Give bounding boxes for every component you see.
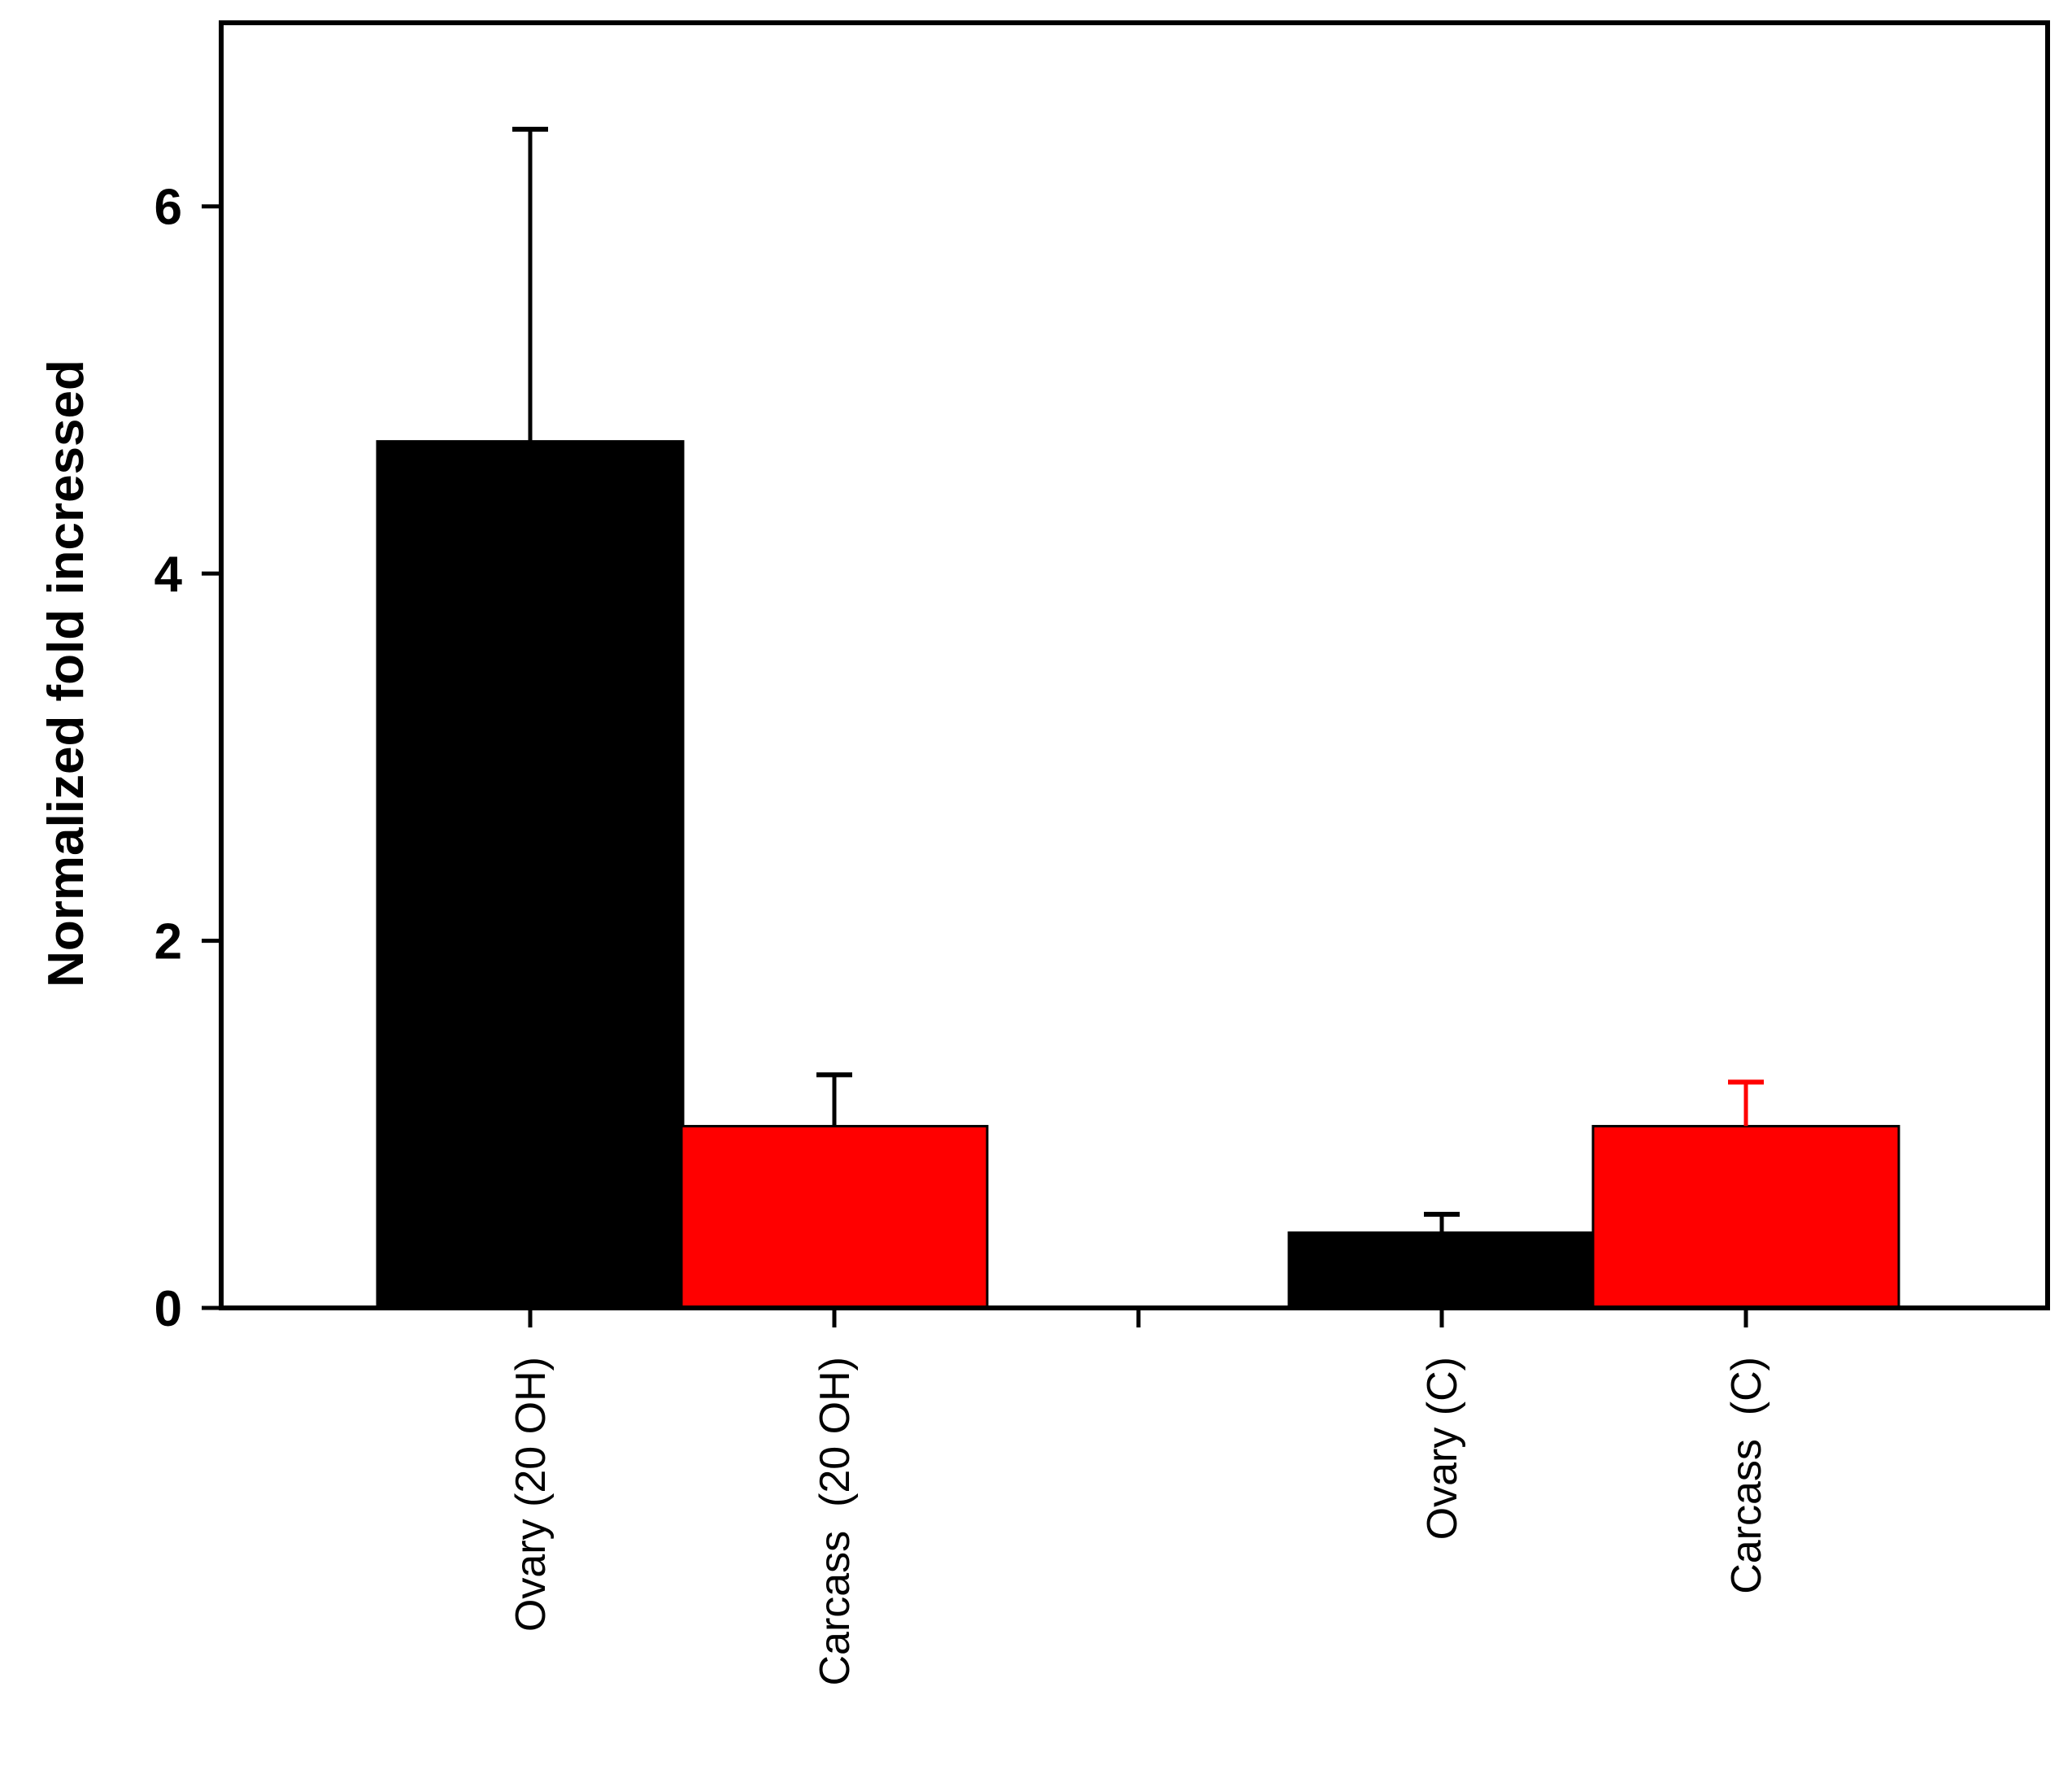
y-axis-title: Normalized fold incressed bbox=[38, 360, 94, 987]
x-tick-label: Carcass (C) bbox=[1723, 1357, 1770, 1594]
error-bars-layer bbox=[512, 126, 1764, 1233]
bar bbox=[1287, 1231, 1596, 1310]
y-tick-label: 0 bbox=[155, 1281, 182, 1337]
y-tick-label: 2 bbox=[155, 914, 182, 970]
y-tick-label: 4 bbox=[155, 547, 183, 603]
plot-frame bbox=[219, 20, 2050, 1310]
bar bbox=[680, 1125, 989, 1310]
bar bbox=[376, 440, 685, 1310]
x-tick-label: Carcass (20 OH) bbox=[812, 1357, 859, 1686]
x-tick-label: Ovary (20 OH) bbox=[507, 1357, 555, 1632]
x-axis-ticks: Ovary (20 OH) Carcass (20 OH) Ovary (C) Car… bbox=[507, 1308, 1770, 1686]
x-tick-label: Ovary (C) bbox=[1419, 1357, 1466, 1540]
bars-layer bbox=[376, 440, 1900, 1310]
y-axis-ticks: 0 2 4 6 bbox=[155, 180, 221, 1337]
bar bbox=[1591, 1125, 1900, 1310]
y-tick-label: 6 bbox=[155, 180, 182, 236]
